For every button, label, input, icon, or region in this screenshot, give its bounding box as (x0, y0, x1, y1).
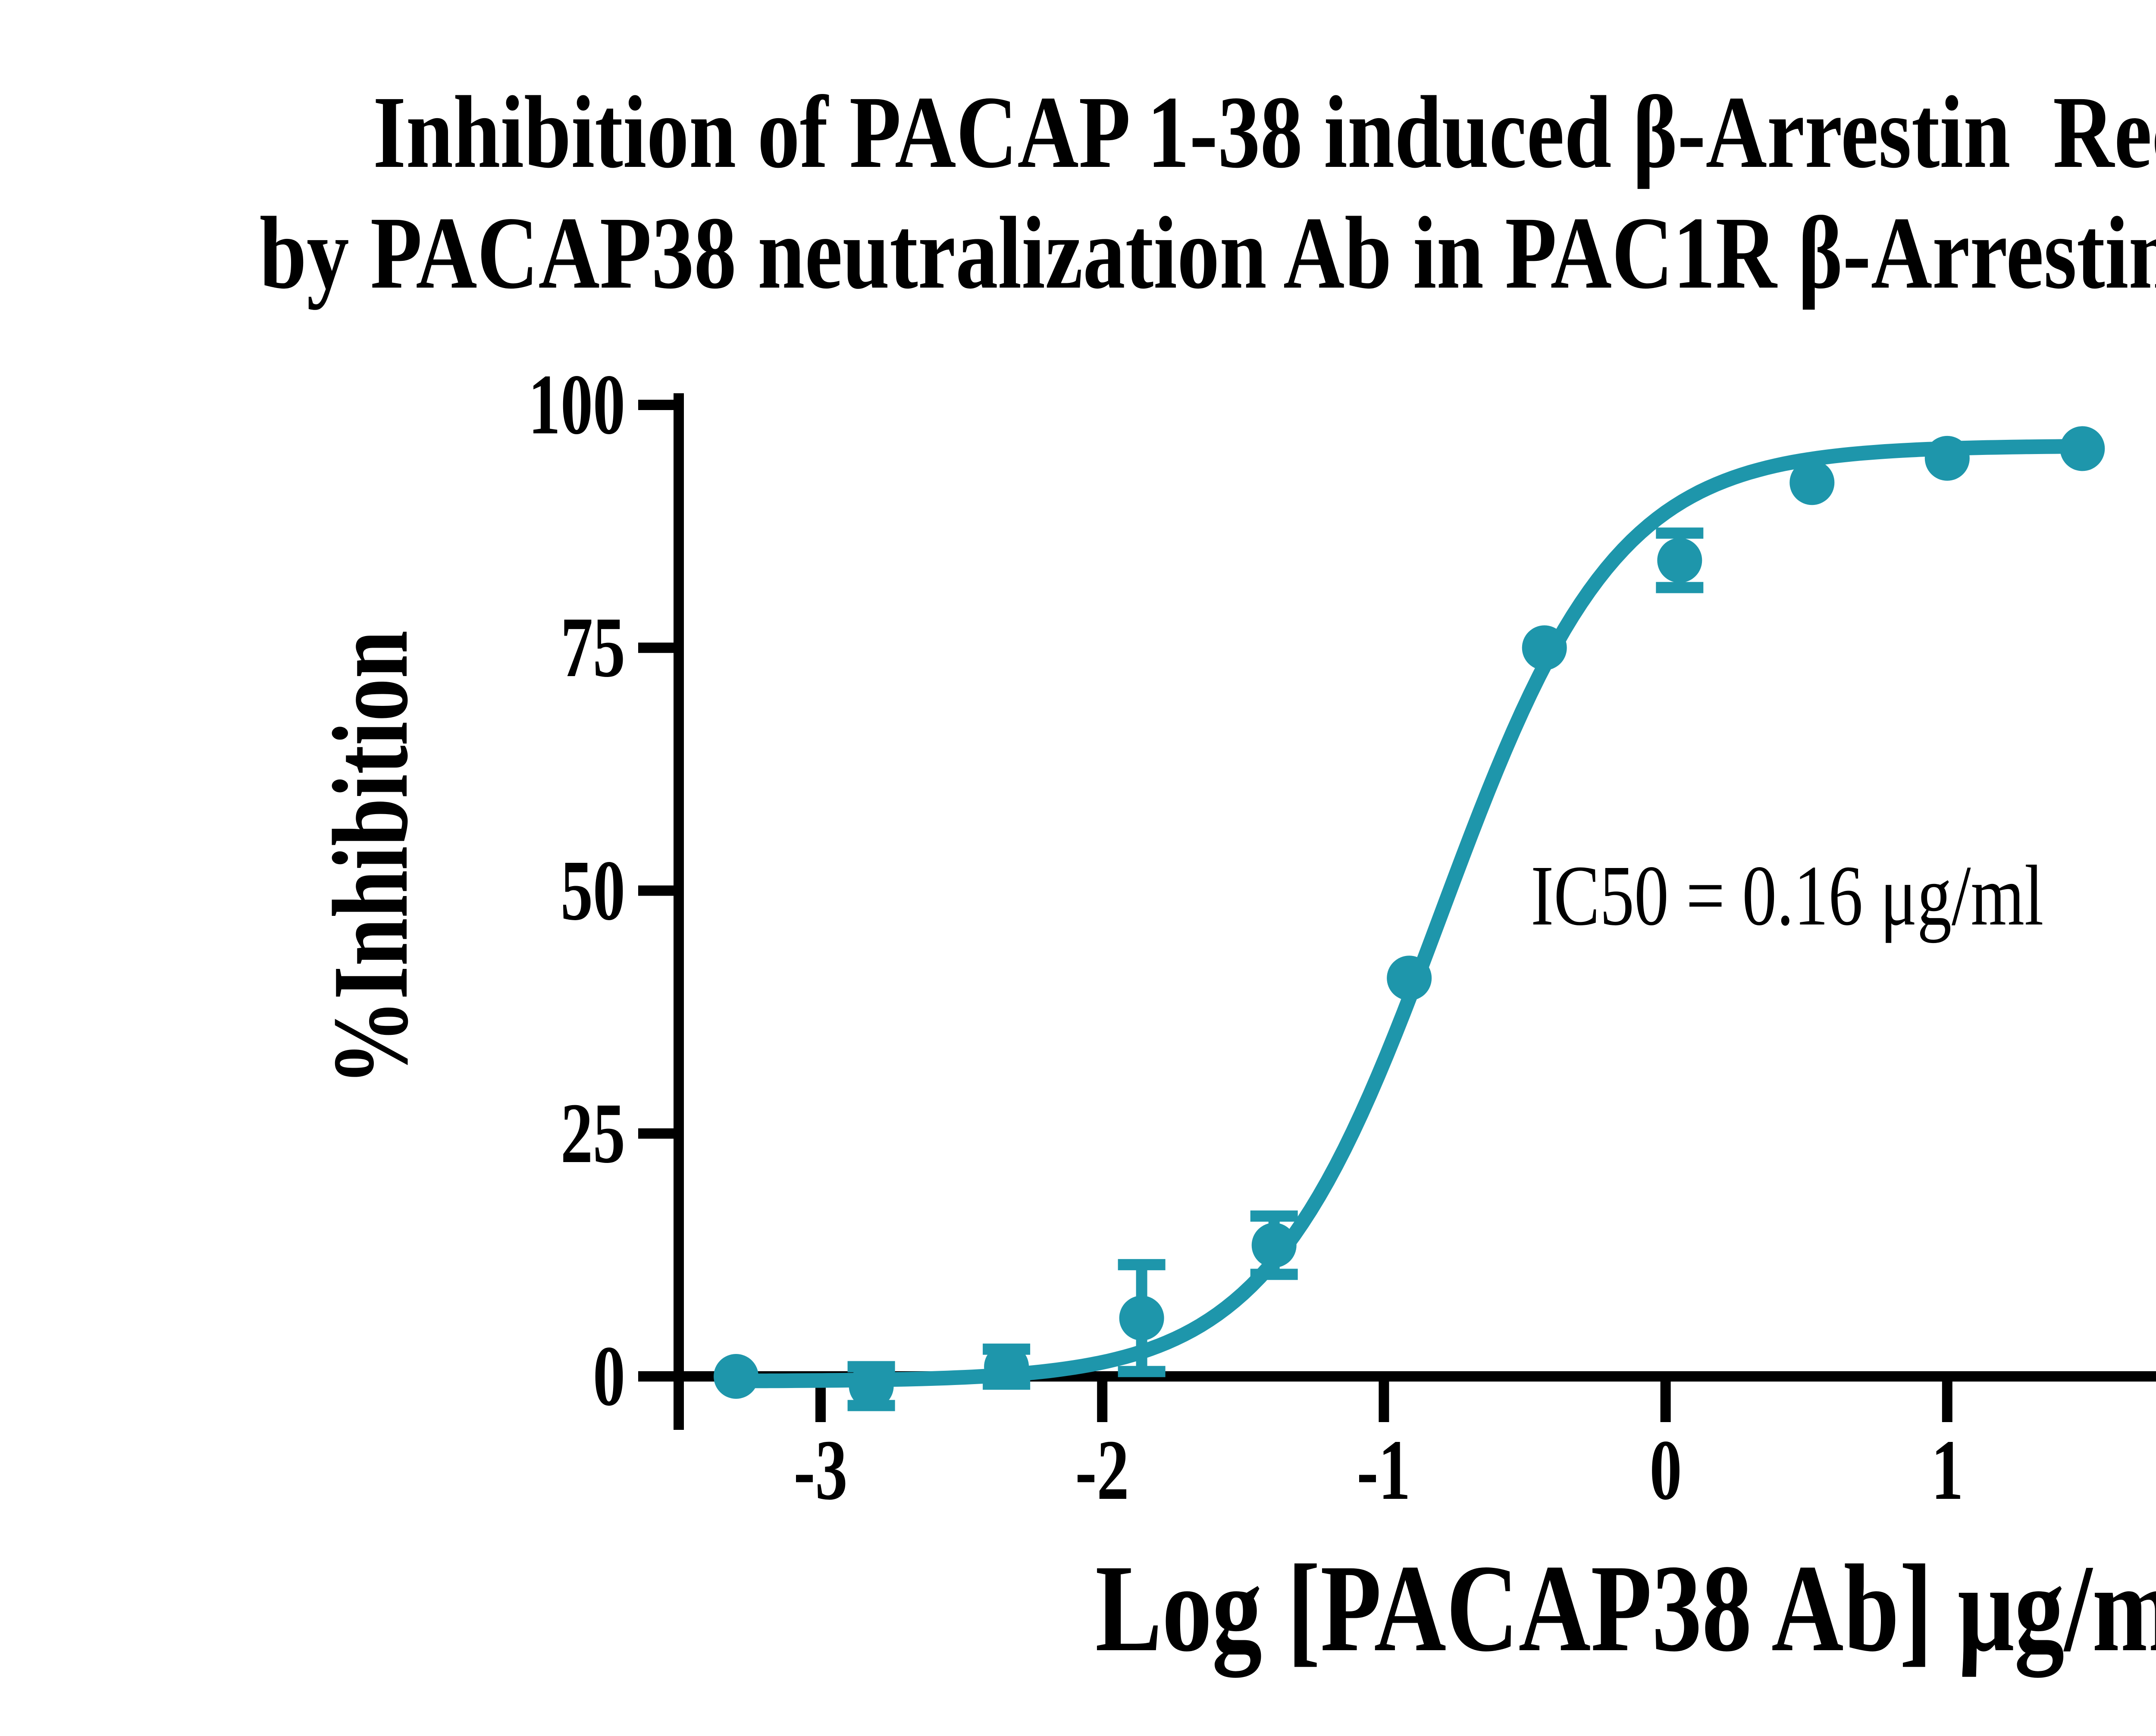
y-tick-label: 50 (561, 843, 625, 938)
y-tick-label: 75 (561, 600, 625, 696)
y-tick-label: 25 (561, 1085, 625, 1181)
data-point (1789, 460, 1835, 505)
data-point (1657, 538, 1702, 583)
y-tick-label: 0 (593, 1329, 625, 1424)
data-point (984, 1344, 1029, 1389)
x-tick-label: 1 (1931, 1423, 1964, 1518)
x-tick-label: -1 (1357, 1423, 1411, 1518)
chart-title-line-1: Inhibition of PACAP 1-38 induced β-Arres… (373, 75, 2156, 189)
data-point (1251, 1222, 1297, 1268)
ic50-annotation: IC50 = 0.16 μg/ml (1531, 848, 2044, 943)
data-point (1119, 1295, 1164, 1341)
data-point (1924, 436, 1970, 481)
data-point (849, 1363, 894, 1409)
x-tick-label: 0 (1649, 1423, 1682, 1518)
fit-curve (729, 439, 2087, 1388)
data-point (1387, 956, 1432, 1001)
y-tick-label: 100 (528, 357, 625, 452)
chart-title-line-2: by PACAP38 neutralization Ab in PAC1R β-… (259, 195, 2156, 310)
x-tick-label: -3 (793, 1423, 848, 1518)
x-axis-title: Log [PACAP38 Ab] μg/ml (1095, 1539, 2156, 1677)
x-tick-label: -2 (1075, 1423, 1129, 1518)
data-series (714, 426, 2105, 1411)
data-point (714, 1354, 758, 1399)
data-point (2060, 426, 2105, 471)
data-point (1522, 625, 1567, 671)
x-tick-label: 2 (2132, 1423, 2156, 1518)
y-axis-title: %Inhibition (311, 630, 430, 1086)
